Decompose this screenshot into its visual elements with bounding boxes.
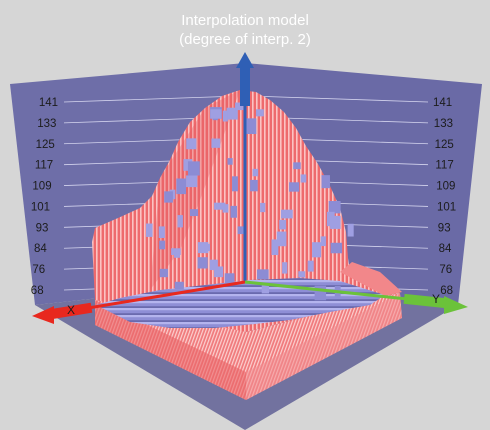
x-axis-arrow — [32, 306, 54, 324]
surface-cap — [298, 271, 306, 278]
surface-cap — [261, 283, 269, 294]
surface-cap — [347, 223, 354, 237]
surface-plot — [92, 90, 402, 400]
z-axis-shaft — [240, 66, 250, 106]
surface-cap — [214, 266, 224, 278]
surface-cap — [321, 175, 330, 189]
surface-cap — [330, 215, 341, 229]
surface-cap — [226, 107, 238, 120]
surface-cap — [177, 215, 183, 228]
z-tick-label-right: 117 — [435, 160, 453, 172]
z-tick-label-left: 68 — [31, 285, 44, 297]
surface-cap — [232, 176, 238, 192]
surface-cap — [320, 236, 326, 247]
surface-cap — [174, 281, 184, 290]
surface-cap — [189, 209, 199, 217]
surface-cap — [256, 109, 264, 117]
surface-cap — [186, 175, 198, 188]
z-tick-label-left: 93 — [36, 222, 49, 234]
surface-cap — [237, 226, 245, 235]
surface-cap — [280, 209, 293, 219]
surface-cap — [159, 240, 166, 250]
surface-base-front-right — [246, 293, 402, 400]
surface-cap — [230, 205, 237, 218]
surface-cap — [210, 109, 222, 119]
z-tick-label-left: 84 — [34, 243, 47, 255]
surface-cap — [246, 118, 257, 134]
z-tick-label-right: 125 — [435, 139, 454, 151]
surface-cap — [209, 259, 218, 271]
surface-cap — [260, 202, 266, 213]
surface-right-shelf — [340, 262, 402, 296]
surface-blue-caps — [145, 102, 354, 301]
x-axis-label: X — [67, 303, 75, 317]
z-tick-label-left: 133 — [37, 118, 56, 130]
surface-base-front-left — [95, 300, 246, 400]
surface-cap — [250, 179, 258, 192]
surface-cap — [330, 242, 343, 254]
surface-cap — [222, 204, 229, 213]
surface-cap — [176, 178, 187, 195]
surface-cap — [289, 182, 300, 192]
surface-cap — [211, 138, 221, 148]
x-axis-shaft — [51, 302, 93, 319]
surface-cap — [186, 138, 197, 150]
surface-cap — [293, 162, 301, 170]
surface-cap — [158, 226, 165, 238]
surface-cap — [276, 231, 287, 247]
z-tick-label-left: 76 — [32, 264, 45, 276]
z-tick-label-right: 93 — [438, 222, 451, 234]
surface-cap — [235, 102, 244, 111]
y-axis-label: Y — [432, 292, 440, 306]
surface-cap — [307, 260, 314, 272]
y-axis-arrow — [444, 296, 468, 314]
surface-cap — [222, 110, 228, 122]
z-tick-label-right: 141 — [433, 97, 452, 109]
z-tick-label-right: 133 — [434, 118, 453, 130]
surface-cap — [187, 161, 200, 176]
grid-line-left — [63, 95, 241, 103]
surface-cap — [197, 242, 209, 254]
surface-cap — [227, 158, 233, 165]
surface-cap — [159, 268, 168, 278]
z-tick-label-left: 125 — [36, 139, 55, 151]
surface-cap — [174, 250, 180, 258]
surface-cap — [279, 219, 287, 230]
z-tick-label-right: 84 — [439, 243, 452, 255]
surface-cap — [282, 262, 288, 274]
surface-cap — [164, 191, 173, 203]
chart-title: Interpolation model (degree of interp. 2… — [179, 12, 311, 48]
surface-cap — [197, 257, 208, 269]
z-tick-label-right: 101 — [437, 201, 456, 213]
surface-cap — [312, 242, 322, 258]
z-tick-label-left: 141 — [39, 97, 58, 109]
grid-line-right — [249, 95, 429, 103]
z-tick-label-left: 117 — [35, 160, 53, 172]
z-tick-label-left: 109 — [32, 181, 51, 193]
surface-cap — [145, 223, 153, 237]
surface-cap — [224, 273, 235, 284]
z-tick-label-right: 76 — [439, 264, 452, 276]
surface-cap — [271, 239, 279, 256]
z-tick-label-right: 109 — [436, 181, 455, 193]
surface-cap — [300, 174, 307, 183]
axes: X Y — [32, 52, 468, 324]
surface-cap — [314, 285, 327, 301]
z-tick-label-right: 68 — [440, 285, 453, 297]
surface-cap — [183, 159, 193, 171]
z-axis-arrow — [236, 52, 254, 68]
surface-cap — [214, 202, 226, 210]
title-line-2: (degree of interp. 2) — [179, 31, 311, 48]
surface-cap — [252, 168, 259, 177]
y-axis-shaft — [403, 293, 447, 309]
surface-cap — [256, 269, 269, 280]
z-tick-label-left: 101 — [31, 201, 50, 213]
surface-cap — [328, 201, 341, 214]
z-tick-labels: 141 141 133 133 125 125 117 117 109 109 101 101 93 93… — [31, 97, 456, 297]
title-line-1: Interpolation model — [181, 12, 309, 29]
